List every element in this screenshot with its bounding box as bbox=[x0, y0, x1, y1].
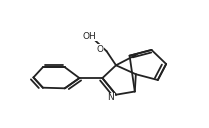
Text: N: N bbox=[107, 93, 114, 102]
Text: OH: OH bbox=[83, 32, 97, 41]
Text: O: O bbox=[97, 45, 104, 54]
